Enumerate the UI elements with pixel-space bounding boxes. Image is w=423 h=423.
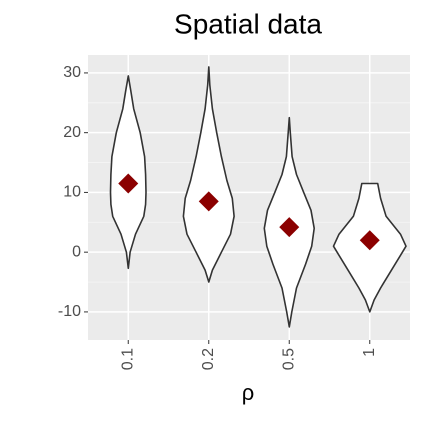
mean-marker bbox=[118, 173, 139, 194]
mean-marker bbox=[359, 230, 380, 251]
y-tick-label: 20 bbox=[63, 124, 81, 141]
mean-marker bbox=[198, 191, 219, 212]
y-tick-label: 30 bbox=[63, 64, 81, 81]
x-tick-label: 0.1 bbox=[119, 348, 136, 370]
y-tick-label: -10 bbox=[58, 303, 81, 320]
x-tick-label: 0.5 bbox=[280, 348, 297, 370]
violin bbox=[109, 75, 147, 270]
y-tick-label: 10 bbox=[63, 184, 81, 201]
mean-marker bbox=[279, 217, 300, 238]
x-tick-label: 0.2 bbox=[200, 348, 217, 370]
x-tick-label: 1 bbox=[361, 348, 378, 357]
y-tick-label: 0 bbox=[72, 243, 81, 260]
chart-title: Spatial data bbox=[174, 8, 322, 39]
x-axis-title: ρ bbox=[242, 380, 255, 405]
violin bbox=[182, 66, 235, 283]
